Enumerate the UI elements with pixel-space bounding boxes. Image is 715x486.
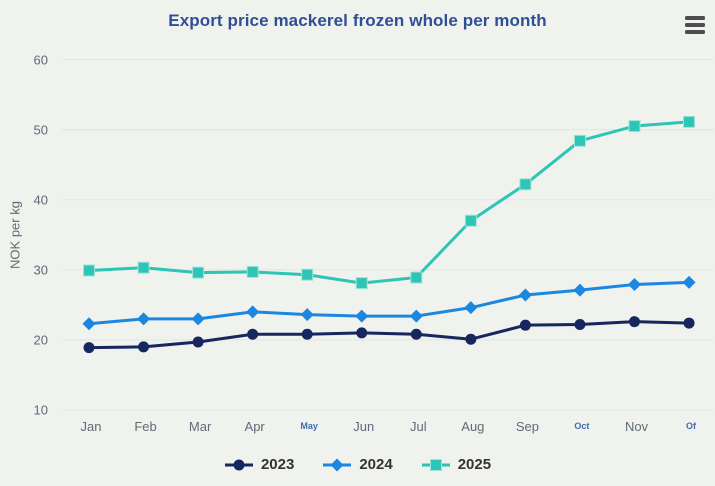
data-point-2024-Feb[interactable] [137, 312, 151, 326]
data-point-2024-Nov[interactable] [628, 278, 641, 292]
data-point-2025-May[interactable] [301, 268, 314, 281]
diamond-legend-marker-icon [323, 458, 352, 471]
data-point-2025-Feb[interactable] [137, 261, 150, 274]
data-point-2024-Jun[interactable] [355, 309, 369, 323]
y-tick-label-20: 20 [33, 332, 48, 348]
data-point-2025-Apr[interactable] [246, 265, 259, 278]
data-point-2024-Mar[interactable] [191, 312, 205, 326]
y-tick-label-10: 10 [33, 402, 48, 418]
hamburger-menu-icon [685, 30, 705, 34]
data-point-2023-Oct[interactable] [574, 318, 586, 330]
hamburger-menu-icon [685, 16, 705, 20]
data-point-2025-Jun[interactable] [355, 277, 368, 290]
x-tick-label-Sep: Sep [515, 419, 539, 434]
data-point-2023-Nov[interactable] [629, 316, 640, 328]
data-point-2023-Feb[interactable] [138, 341, 150, 353]
data-point-2024-Jan[interactable] [82, 317, 96, 331]
data-point-2025-Jul[interactable] [410, 271, 423, 284]
data-point-2024-Apr[interactable] [246, 305, 260, 319]
series-line [87, 280, 691, 326]
data-point-2025-Mar[interactable] [192, 266, 205, 279]
y-tick-label-40: 40 [33, 192, 48, 208]
data-point-2023-Jun[interactable] [356, 327, 368, 339]
data-point-2024-Of[interactable] [682, 275, 696, 289]
y-tick-label-60: 60 [33, 52, 48, 67]
legend-item-2025[interactable]: 2025 [421, 456, 491, 473]
data-point-2023-Jul[interactable] [410, 328, 422, 340]
y-tick-label-30: 30 [33, 262, 48, 278]
data-point-2025-Aug[interactable] [464, 214, 477, 227]
x-tick-label-Feb: Feb [134, 419, 157, 434]
y-tick-label-50: 50 [33, 122, 48, 138]
hamburger-menu-icon [685, 23, 705, 27]
data-point-2024-Jul[interactable] [409, 309, 423, 323]
x-tick-label-Oct: Oct [574, 421, 590, 431]
data-point-2023-Mar[interactable] [192, 336, 204, 348]
legend-item-2023[interactable]: 2023 [224, 456, 294, 473]
data-point-2024-Oct[interactable] [573, 283, 587, 297]
data-point-2025-Nov[interactable] [628, 120, 641, 133]
x-tick-label-Of: Of [686, 421, 697, 431]
data-point-2025-Of[interactable] [683, 115, 696, 128]
legend-item-2024[interactable]: 2024 [322, 456, 393, 473]
legend-label-2025: 2025 [457, 456, 492, 473]
legend-label-2023: 2023 [260, 456, 295, 473]
chart-title: Export price mackerel frozen whole per m… [168, 11, 547, 30]
data-point-2023-Apr[interactable] [247, 328, 259, 340]
data-point-2025-Sep[interactable] [519, 178, 532, 191]
series-line [87, 120, 691, 285]
data-point-2023-Aug[interactable] [465, 333, 477, 345]
data-point-2024-May[interactable] [300, 308, 314, 322]
chart-context-menu-button[interactable] [682, 14, 708, 36]
x-tick-label-Jul: Jul [409, 419, 427, 434]
series-2025 [83, 115, 696, 290]
series-2023 [83, 316, 695, 354]
data-point-2024-Sep[interactable] [518, 288, 532, 302]
legend: 2023 2024 2025 [0, 456, 715, 473]
series-line [87, 320, 691, 350]
x-tick-label-Jun: Jun [353, 419, 375, 434]
data-point-2025-Oct[interactable] [573, 134, 586, 147]
gridlines [62, 59, 714, 411]
data-point-2023-Jan[interactable] [83, 342, 95, 354]
circle-legend-marker-icon [224, 459, 253, 470]
data-point-2023-Sep[interactable] [519, 319, 531, 331]
data-point-2024-Aug[interactable] [464, 301, 478, 315]
data-point-2023-Of[interactable] [683, 317, 695, 329]
x-tick-label-May: May [300, 421, 318, 431]
square-legend-marker-icon [421, 458, 450, 471]
legend-label-2024: 2024 [359, 456, 393, 473]
data-point-2025-Jan[interactable] [83, 264, 95, 277]
x-tick-label-Jan: Jan [80, 419, 102, 434]
data-point-2023-May[interactable] [301, 328, 313, 340]
series-2024 [82, 275, 696, 331]
x-tick-label-Aug: Aug [461, 419, 485, 434]
x-tick-label-Apr: Apr [244, 419, 265, 434]
x-tick-label-Mar: Mar [188, 419, 212, 434]
x-tick-label-Nov: Nov [624, 419, 649, 434]
